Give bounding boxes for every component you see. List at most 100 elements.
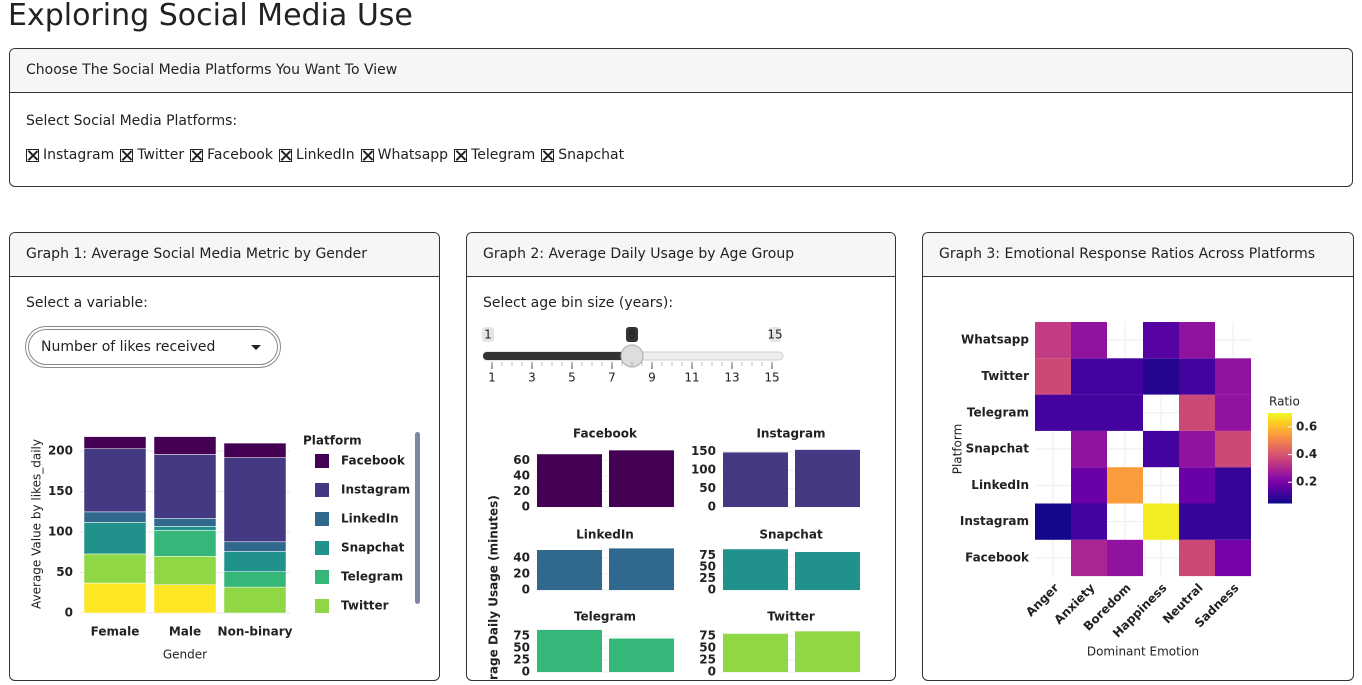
slider-bubble [626,327,638,342]
filter-label: Select Social Media Platforms: [26,113,238,129]
y-tick-label: 20 [513,484,530,498]
colorbar-step [1268,451,1292,454]
colorbar-step [1268,449,1292,452]
checkbox-option[interactable]: Facebook [190,147,273,163]
colorbar-step [1268,441,1292,444]
checkbox[interactable] [120,148,134,162]
y-axis-title: Platform [951,424,965,475]
colorbar-step [1268,461,1292,464]
bar-segment [223,442,287,458]
checkbox[interactable] [454,148,468,162]
colorbar-step [1268,485,1292,488]
colorbar-step [1268,459,1292,462]
y-tick-label: Instagram [960,514,1029,528]
bar-segment [83,582,147,614]
checkbox[interactable] [278,148,292,162]
colorbar-step [1268,453,1292,456]
checkbox-option[interactable]: Twitter [120,147,184,163]
colorbar-step [1268,483,1292,486]
bar [795,552,860,590]
slider-tick-label: 11 [684,371,699,385]
checkbox-option[interactable]: Whatsapp [360,147,449,163]
checkbox-option[interactable]: LinkedIn [278,147,355,163]
bar [537,629,602,672]
checkbox-group: Instagram Twitter Facebook LinkedIn Whatsapp… [26,147,624,163]
slider-bubble [769,327,781,342]
colorbar-step [1268,427,1292,430]
y-tick-label: 75 [699,548,716,562]
heat-cell [1215,430,1251,468]
colorbar-step [1268,437,1292,440]
legend-swatch [315,512,329,526]
bar-segment [83,511,147,523]
y-tick-label: 40 [513,468,530,482]
colorbar-step [1268,471,1292,474]
colorbar-step [1268,497,1292,500]
heat-cell [1143,503,1179,540]
facet-title: Snapchat [759,528,823,542]
legend-swatch [315,454,329,468]
colorbar-tick-label: 0.6 [1296,419,1317,433]
colorbar-step [1268,473,1292,476]
variable-select[interactable]: Number of likes received [25,326,281,368]
card-header: Graph 1: Average Social Media Metric by … [10,233,439,277]
y-tick-label: 25 [699,571,716,585]
y-tick-label: 150 [48,484,73,498]
panel-header: Choose The Social Media Platforms You Wa… [10,49,1352,93]
legend-label: LinkedIn [341,512,399,526]
y-tick-label: 0 [65,606,73,620]
y-tick-label: 40 [513,551,530,565]
heat-cell [1107,539,1143,577]
checkbox-option[interactable]: Instagram [26,147,114,163]
y-tick-label: 50 [56,565,73,579]
legend-label: Instagram [341,483,410,497]
colorbar-step [1268,447,1292,450]
checkbox[interactable] [190,148,204,162]
bar [537,550,602,590]
facet-title: Twitter [767,610,815,624]
y-axis-title: Average Value by likes_daily [30,439,44,609]
heat-cell [1215,467,1251,504]
checkbox-option[interactable]: Telegram [454,147,535,163]
y-tick-label: Snapchat [966,442,1030,456]
slider-handle[interactable] [620,344,644,368]
heat-cell [1143,430,1179,468]
checkbox[interactable] [26,148,39,162]
colorbar-step [1268,443,1292,446]
y-tick-label: 50 [699,481,716,495]
heat-cell [1071,467,1107,504]
bar-segment [153,584,217,614]
checkbox[interactable] [541,148,555,162]
facet-title: Telegram [574,610,636,624]
legend-swatch [315,570,329,584]
bar-segment [153,454,217,519]
checkbox-label: Whatsapp [377,147,449,163]
facet-group: Facebook0204060Instagram050100150LinkedI… [487,427,860,679]
legend-label: Snapchat [341,541,405,555]
bar [723,633,788,672]
y-tick-label: 0 [708,583,716,597]
legend-swatch [315,628,329,642]
y-tick-label: 0 [708,665,716,679]
x-axis-title: Dominant Emotion [1087,645,1199,659]
checkbox-option[interactable]: Snapchat [541,147,624,163]
y-tick-label: 25 [699,653,716,667]
bar-segment [83,522,147,555]
heat-cell [1143,358,1179,395]
heat-cell [1035,322,1071,359]
colorbar-step [1268,487,1292,490]
heat-cell [1215,539,1251,577]
checkbox[interactable] [360,148,374,162]
select-value: Number of likes received [41,339,216,355]
slider-bubble-label: 8 [628,328,636,342]
legend-swatch [315,541,329,555]
heat-cell [1179,322,1215,359]
legend: Facebook Instagram LinkedIn Snapchat Telegra… [315,454,410,642]
colorbar-step [1268,413,1292,416]
bar-segment [153,526,217,531]
colorbar-step [1268,481,1292,484]
bar-segment [153,556,217,585]
heat-cell [1035,394,1071,431]
bar-segment [153,518,217,527]
